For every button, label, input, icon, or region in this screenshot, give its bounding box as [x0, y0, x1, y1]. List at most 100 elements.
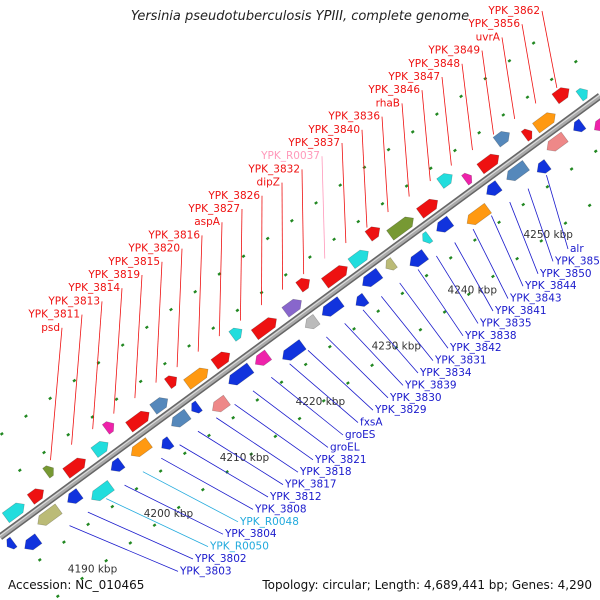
gene-arrow [436, 173, 453, 189]
gene-label-forward: YPK_3815 [107, 256, 160, 268]
gene-shape [228, 362, 255, 386]
tick-dash [545, 184, 550, 189]
tick-dash [424, 273, 429, 278]
tick-dash [442, 310, 447, 314]
tick-dash [466, 292, 471, 297]
tick-dash [525, 95, 530, 100]
gene-label-reverse: YPK_3850 [539, 268, 592, 280]
gene-arrow [386, 216, 414, 241]
gene-arrow [461, 172, 473, 186]
gene-arrow [409, 249, 430, 268]
tick-dash [376, 309, 381, 314]
gene-arrow [281, 298, 302, 318]
gene-label-forward: psd [41, 322, 60, 334]
gene-shape [130, 437, 153, 458]
gene-arrow [320, 265, 348, 289]
tick-dash [104, 558, 109, 563]
tick-dash [338, 183, 343, 188]
gene-label-reverse: YPK_3829 [374, 404, 427, 416]
tick-dash [265, 236, 270, 241]
leader-line [527, 188, 554, 262]
gene-arrow [6, 536, 18, 550]
tick-marks [0, 41, 598, 599]
gene-shape [1, 502, 25, 524]
gene-label-reverse: YPK_3830 [389, 392, 442, 404]
gene-shape [355, 292, 370, 307]
gene-label-reverse: YPK_R0050 [209, 541, 269, 553]
tick-dash [380, 201, 385, 206]
gene-shape [42, 465, 54, 479]
accession-label: Accession: NC_010465 [8, 578, 145, 592]
axis-kbp-label: 4220 kbp [296, 396, 346, 408]
gene-arrow [125, 410, 150, 433]
tick-dash [255, 398, 260, 402]
gene-label-reverse: YPK_3834 [419, 367, 472, 379]
tick-dash [515, 256, 520, 261]
gene-shape [409, 249, 430, 268]
gene-label-forward: YPK_3847 [387, 71, 440, 83]
tick-dash [404, 184, 409, 188]
gene-shape [62, 457, 86, 479]
tick-dash [42, 450, 46, 455]
gene-arrow [90, 441, 109, 458]
gene-arrow [67, 488, 84, 504]
tick-dash [249, 452, 254, 456]
tick-dash [187, 344, 191, 348]
tick-dash [593, 149, 598, 154]
tick-dash [134, 486, 139, 491]
gene-shape [364, 226, 381, 242]
gene-shape [191, 400, 203, 414]
tick-dash [308, 255, 312, 259]
gene-arrow [304, 313, 321, 330]
tick-dash [114, 397, 119, 402]
leader-line [472, 228, 509, 299]
gene-arrow [362, 267, 384, 288]
gene-label-reverse: YPK_3808 [254, 503, 307, 515]
tick-dash [370, 363, 374, 368]
gene-shape [183, 367, 209, 390]
gene-label-reverse: YPK_3838 [464, 330, 517, 342]
gene-label-reverse: YPK_3803 [179, 565, 232, 577]
leader-line [481, 50, 494, 135]
tick-dash [90, 415, 95, 419]
gene-arrow [573, 118, 587, 133]
gene-shape [161, 436, 175, 450]
leader-line [381, 296, 434, 361]
gene-shape [210, 351, 231, 370]
gene-arrow [492, 131, 510, 148]
tick-dash [24, 414, 28, 419]
gene-shape [90, 441, 109, 458]
gene-shape [37, 503, 63, 526]
gene-shape [536, 159, 552, 174]
gene-arrow [24, 533, 43, 551]
gene-arrow [210, 351, 231, 370]
gene-shape [551, 87, 570, 105]
gene-shape [476, 153, 500, 175]
gene-shape [101, 421, 115, 435]
tick-dash [428, 166, 433, 171]
tick-dash [356, 219, 361, 224]
gene-label-reverse: YPK_3843 [509, 293, 562, 305]
leader-line [417, 269, 464, 337]
tick-dash [573, 59, 578, 64]
tick-dash [110, 504, 115, 509]
tick-dash [507, 58, 512, 63]
tick-dash [235, 308, 240, 313]
gene-shape [594, 112, 600, 132]
leader-line [301, 169, 305, 275]
gene-label-reverse: YPK_3839 [404, 379, 457, 391]
gene-label-forward: rhaB [376, 97, 400, 109]
gene-arrow [26, 488, 44, 505]
gene-arrow [506, 160, 530, 182]
gene-arrow [228, 362, 255, 386]
gene-arrow [355, 292, 370, 307]
tick-dash [37, 558, 42, 562]
leader-line [113, 288, 123, 414]
leader-line [50, 327, 63, 461]
tick-dash [138, 379, 143, 384]
tick-dash [158, 469, 163, 473]
gene-shape [386, 216, 414, 241]
gene-arrow [91, 480, 115, 502]
leader-line [142, 471, 239, 523]
